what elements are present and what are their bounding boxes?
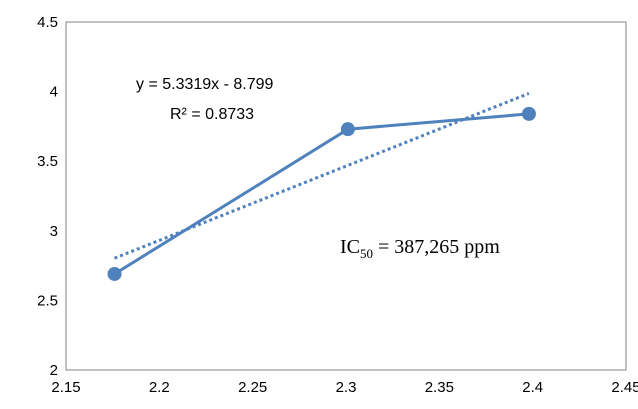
y-tick-label: 3.5 <box>37 153 58 170</box>
y-axis-ticks: 2 2.5 3 3.5 4 4.5 <box>37 14 58 379</box>
ic50-value: = 387,265 ppm <box>373 236 500 258</box>
r-squared-label: R² = 0.8733 <box>170 106 254 123</box>
ic50-prefix: IC <box>340 236 360 258</box>
data-point <box>340 122 355 137</box>
y-tick-label: 3 <box>50 223 58 240</box>
x-tick-label: 2.25 <box>238 379 267 396</box>
y-tick-label: 4.5 <box>37 14 58 31</box>
data-markers <box>107 106 536 281</box>
x-tick-label: 2.3 <box>336 379 357 396</box>
x-tick-label: 2.15 <box>51 379 80 396</box>
trendline-equation: y = 5.3319x - 8.799 <box>136 76 274 93</box>
ic50-annotation: IC50 = 387,265 ppm <box>340 236 500 261</box>
y-tick-label: 2.5 <box>37 292 58 309</box>
x-axis-ticks: 2.15 2.2 2.25 2.3 2.35 2.4 2.45 <box>51 379 638 396</box>
y-tick-label: 2 <box>50 362 58 379</box>
plot-area-frame <box>65 21 627 371</box>
y-tick-label: 4 <box>50 84 58 101</box>
x-tick-label: 2.35 <box>425 379 454 396</box>
ic50-subscript: 50 <box>360 246 373 261</box>
x-tick-label: 2.4 <box>522 379 543 396</box>
data-point <box>521 106 536 121</box>
x-tick-label: 2.2 <box>149 379 170 396</box>
data-point <box>107 266 122 281</box>
x-tick-label: 2.45 <box>611 379 638 396</box>
